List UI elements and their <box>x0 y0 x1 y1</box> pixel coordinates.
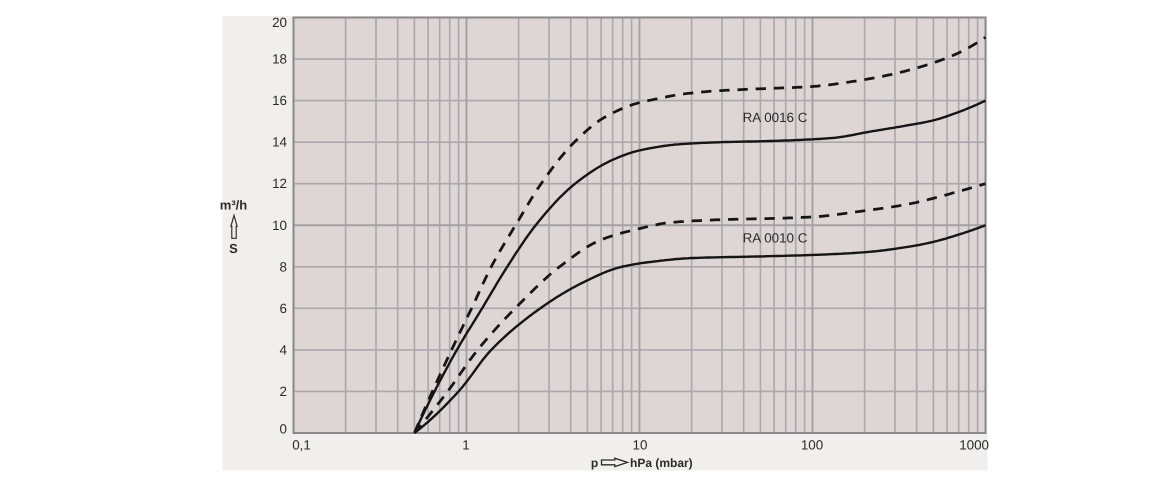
svg-text:m³/h: m³/h <box>220 198 248 213</box>
svg-text:S: S <box>229 241 238 256</box>
svg-text:0,1: 0,1 <box>292 438 311 453</box>
svg-text:1: 1 <box>462 438 469 453</box>
svg-text:RA 0010 C: RA 0010 C <box>743 231 808 246</box>
svg-text:12: 12 <box>272 176 287 191</box>
svg-text:6: 6 <box>280 301 287 316</box>
svg-text:100: 100 <box>801 438 823 453</box>
svg-text:8: 8 <box>280 259 287 274</box>
svg-text:4: 4 <box>280 342 288 357</box>
svg-text:20: 20 <box>272 15 287 30</box>
svg-text:18: 18 <box>272 52 287 67</box>
svg-text:RA 0016 C: RA 0016 C <box>743 110 808 125</box>
svg-text:10: 10 <box>633 438 648 453</box>
svg-text:10: 10 <box>272 218 287 233</box>
svg-text:hPa (mbar): hPa (mbar) <box>630 456 693 470</box>
svg-text:16: 16 <box>272 93 287 108</box>
svg-text:p: p <box>591 456 598 470</box>
svg-text:14: 14 <box>272 135 287 150</box>
svg-text:1000: 1000 <box>959 438 989 453</box>
svg-text:0: 0 <box>280 422 287 437</box>
svg-text:2: 2 <box>280 384 287 399</box>
